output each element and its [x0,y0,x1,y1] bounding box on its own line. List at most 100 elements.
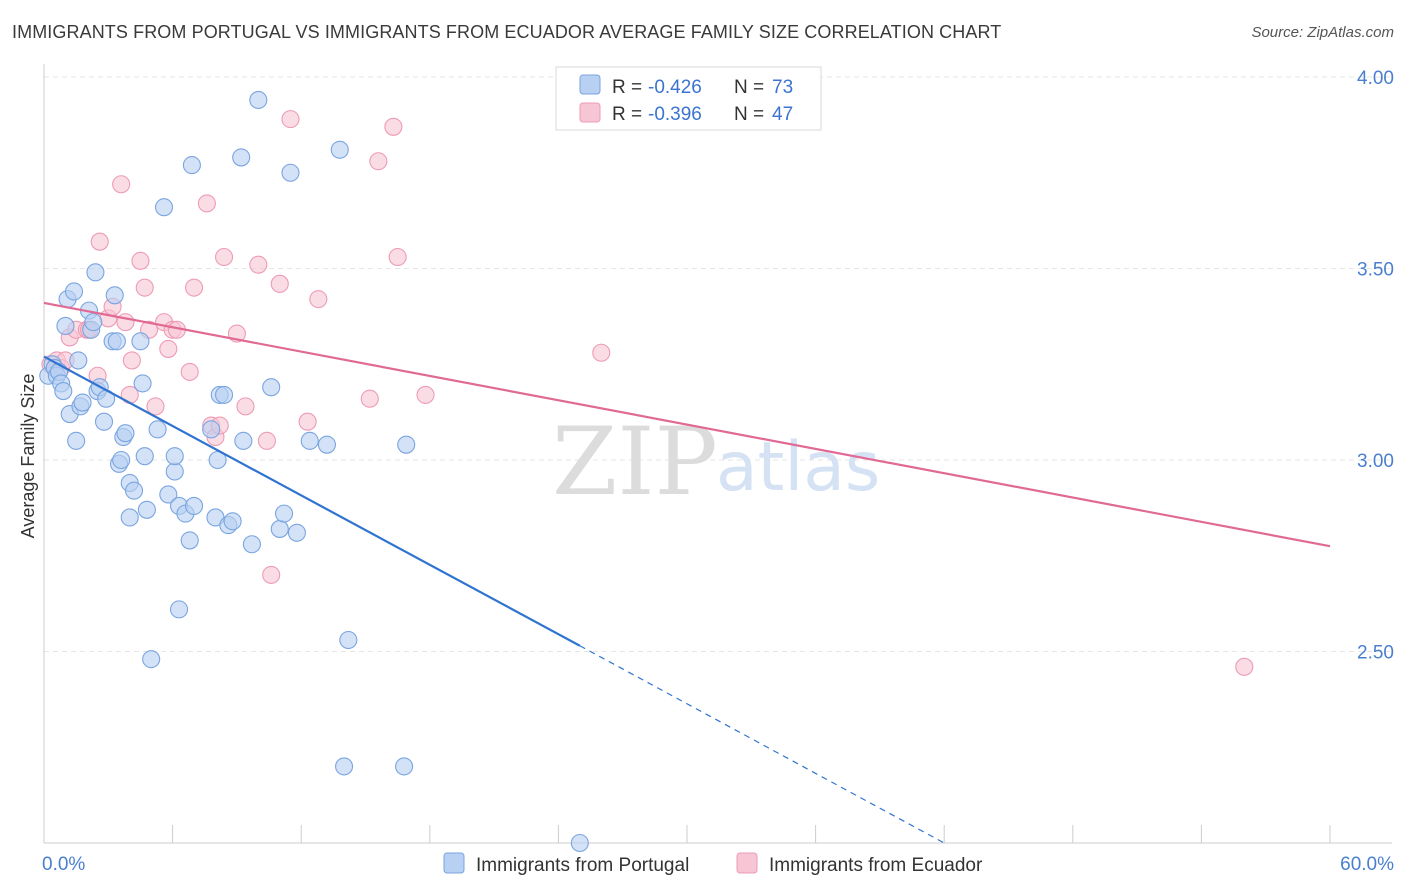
portugal-point-36 [137,500,156,519]
ecuador-point-45 [592,343,611,362]
ecuador-point-44 [416,385,435,404]
watermark-atlas: atlas [716,428,880,507]
portugal-point-25 [107,332,126,351]
axes [43,64,1392,844]
y-axis-title: Average Family Size [18,374,38,539]
ecuador-point-21 [159,339,178,358]
portugal-point-57 [234,431,253,450]
portugal-point-41 [165,462,184,481]
portugal-point-62 [275,504,294,523]
watermark-zip: ZIP [552,408,718,517]
bottom-legend-label-portugal: Immigrants from Portugal [476,855,689,876]
portugal-point-56 [232,148,251,167]
portugal-point-12 [69,351,88,370]
ecuador-point-32 [236,397,255,416]
ecuador-point-36 [270,274,289,293]
portugal-point-63 [281,163,300,182]
portugal-point-69 [339,630,358,650]
x-tick-label-min: 0.0% [42,854,85,875]
portugal-point-17 [84,313,103,332]
portugal-point-68 [335,757,354,776]
legend-r-value-ecuador: -0.396 [648,104,702,125]
portugal-point-65 [300,431,319,450]
portugal-point-27 [112,450,131,470]
portugal-point-24 [105,286,124,305]
portugal-point-21 [94,412,114,431]
series-legend: Immigrants from Portugal Immigrants from… [443,852,983,876]
ecuador-point-38 [298,412,317,431]
legend-n-value-portugal: 73 [772,77,793,98]
bottom-legend-swatch-ecuador [736,852,758,874]
portugal-point-44 [169,600,189,619]
portugal-point-72 [570,833,589,853]
portugal-point-53 [214,385,234,404]
ecuador-point-34 [257,431,276,450]
ecuador-point-24 [180,362,199,381]
ecuador-point-30 [214,247,234,267]
portugal-point-6 [54,382,73,401]
portugal-point-47 [182,156,201,175]
x-tick-label-max: 60.0% [1340,854,1394,875]
portugal-point-31 [120,508,139,527]
portugal-point-59 [249,90,268,110]
portugal-point-55 [223,512,242,531]
legend-swatch-ecuador [579,102,601,123]
portugal-point-10 [64,282,84,301]
portugal-points [39,90,589,853]
portugal-point-29 [116,424,135,443]
ecuador-point-35 [262,565,281,584]
legend-swatch-portugal [579,74,601,95]
portugal-point-46 [180,531,199,550]
bottom-legend-label-ecuador: Immigrants from Ecuador [769,855,983,876]
ecuador-trend-line [43,301,1331,548]
portugal-point-14 [73,393,92,412]
portugal-point-38 [148,420,167,439]
ecuador-point-42 [384,117,403,136]
ecuador-point-33 [249,255,268,274]
portugal-point-40 [159,485,178,504]
ecuador-point-25 [184,278,204,297]
portugal-point-37 [142,650,161,669]
ecuador-point-16 [131,251,150,270]
portugal-point-71 [397,435,416,454]
ecuador-point-37 [281,110,300,129]
ecuador-point-17 [135,278,154,297]
portugal-point-66 [317,435,336,454]
legend-n-label-ecuador: N = [734,104,764,125]
legend-r-label-ecuador: R = [612,104,642,125]
portugal-trend-line [43,355,581,647]
correlation-legend: R = -0.426 N = 73 R = -0.396 N = 47 [555,66,822,131]
portugal-point-34 [133,374,152,393]
portugal-point-67 [330,140,349,159]
ecuador-point-46 [1235,657,1254,676]
y-tick-label-3: 4.00 [1357,68,1394,89]
portugal-point-64 [287,523,306,542]
ecuador-point-19 [146,397,165,416]
portugal-point-58 [242,535,261,554]
ecuador-point-15 [122,351,141,370]
tick-labels: 2.50 3.00 3.50 4.00 0.0% 60.0% [42,68,1394,875]
portugal-point-60 [262,378,281,397]
ecuador-point-12 [112,175,131,194]
legend-r-value-portugal: -0.426 [648,77,702,98]
ecuador-point-41 [369,152,388,171]
ecuador-point-40 [360,389,379,408]
y-tick-label-2: 3.50 [1357,260,1394,281]
ecuador-point-43 [388,247,407,267]
trend-lines [43,301,1331,844]
portugal-point-39 [154,198,174,217]
portugal-point-48 [184,496,204,516]
portugal-point-33 [131,332,150,351]
y-tick-label-1: 3.00 [1357,451,1394,472]
y-tick-label-0: 2.50 [1357,643,1394,664]
legend-n-label-portugal: N = [734,77,764,98]
source-label: Source: ZipAtlas.com [1251,24,1394,41]
legend-r-label-portugal: R = [612,77,642,98]
portugal-point-35 [135,447,154,466]
portugal-point-61 [270,519,289,538]
legend-n-value-ecuador: 47 [772,104,793,125]
portugal-point-70 [395,757,414,776]
portugal-point-18 [86,263,105,282]
portugal-point-32 [124,481,144,500]
